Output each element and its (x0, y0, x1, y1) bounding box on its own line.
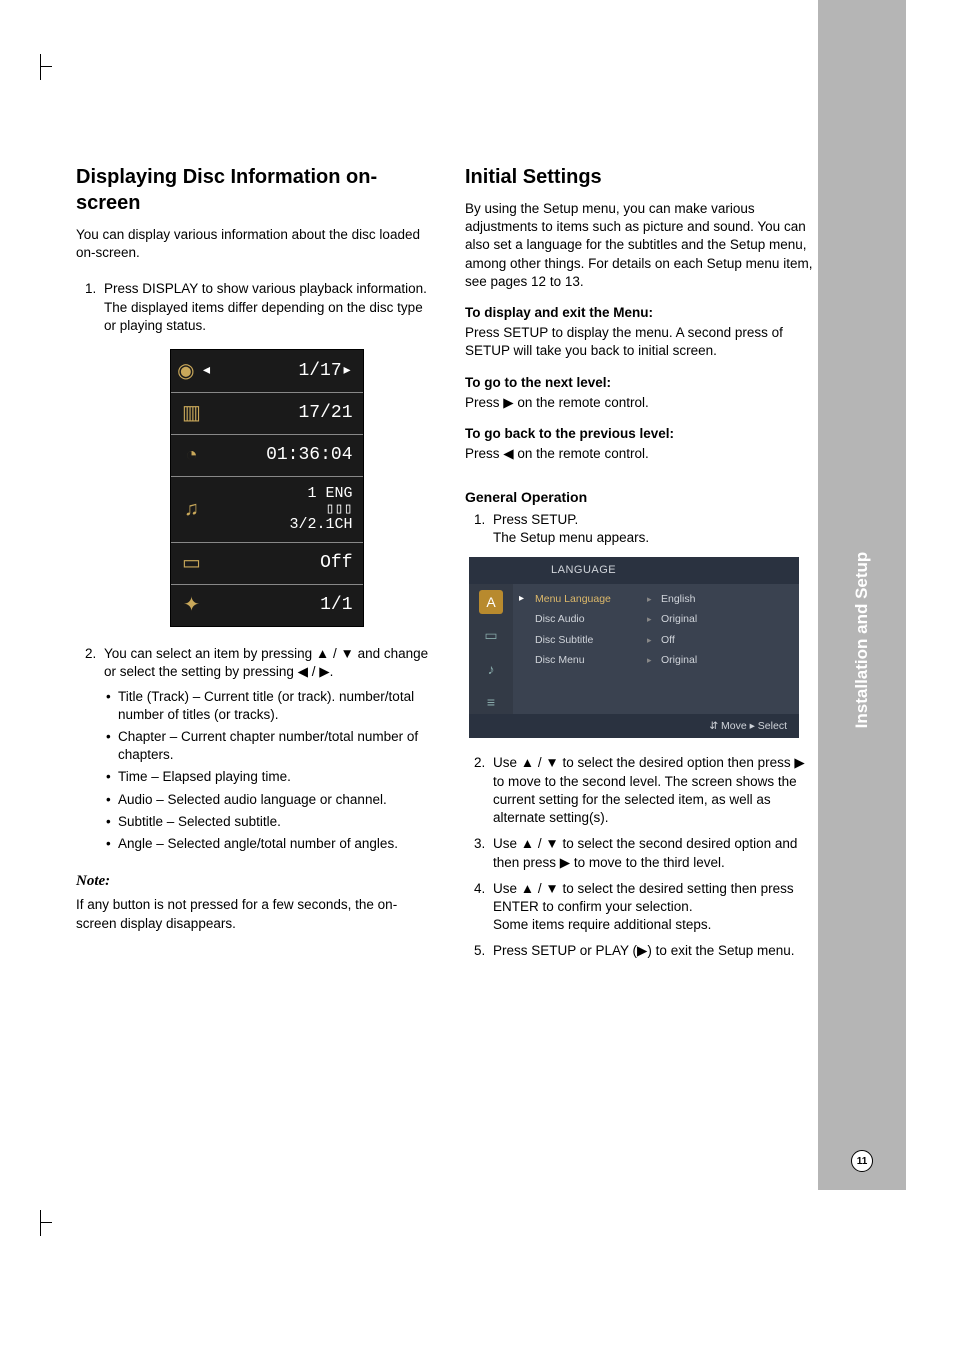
note-body: If any button is not pressed for a few s… (76, 896, 429, 932)
step-text: Some items require additional steps. (493, 917, 711, 932)
setup-body: A ▭ ♪ ≡ Menu Language Disc Audio Disc Su… (469, 584, 799, 714)
menu-value: Off (661, 633, 799, 647)
gen-step-1: Press SETUP. The Setup menu appears. LAN… (489, 511, 818, 738)
clock-icon: ◔ (171, 435, 213, 477)
intro-text: By using the Setup menu, you can make va… (465, 200, 818, 291)
menu-value: Original (661, 612, 799, 626)
heading-initial-settings: Initial Settings (465, 164, 818, 190)
osd-row-time: ◔ 01:36:04 (171, 434, 363, 476)
menu-item: Menu Language (535, 592, 637, 606)
sidebar-label: Installation and Setup (852, 552, 872, 729)
step-text: The Setup menu appears. (493, 530, 649, 545)
bullet-list: Title (Track) – Current title (or track)… (104, 688, 429, 854)
gen-step-2: Use ▲ / ▼ to select the desired option t… (489, 754, 818, 827)
audio-icon: ♪ (479, 657, 503, 681)
osd-row-subtitle: ▭ Off (171, 542, 363, 584)
crop-mark (40, 54, 54, 80)
bullet: Title (Track) – Current title (or track)… (118, 688, 429, 724)
audio-icon: ♫ (171, 489, 213, 531)
sub-heading: To go to the next level: (465, 375, 818, 390)
language-icon: A (479, 590, 503, 614)
bullet: Time – Elapsed playing time. (118, 768, 429, 786)
step-1: Press DISPLAY to show various playback i… (100, 280, 429, 627)
lock-icon: ≡ (479, 691, 503, 715)
body-text: Press ◀ on the remote control. (465, 445, 818, 463)
menu-value: English (661, 592, 799, 606)
display-icon: ▭ (479, 624, 503, 648)
osd-row-angle: ✦ 1/1 (171, 584, 363, 626)
osd-value: 1 ENG ▯▯▯ 3/2.1CH (213, 486, 363, 533)
bullet: Chapter – Current chapter number/total n… (118, 728, 429, 764)
page: Installation and Setup 11 Displaying Dis… (0, 0, 954, 1351)
gen-step-5: Press SETUP or PLAY (▶) to exit the Setu… (489, 942, 818, 960)
step-2: You can select an item by pressing ▲ / ▼… (100, 645, 429, 853)
body-text: Press SETUP to display the menu. A secon… (465, 324, 818, 360)
crop-mark (40, 1210, 54, 1236)
bullet: Subtitle – Selected subtitle. (118, 813, 429, 831)
step-text: Press SETUP. (493, 512, 578, 527)
subtitle-icon: ▭ (171, 543, 213, 585)
setup-icon-column: A ▭ ♪ ≡ (469, 584, 513, 714)
right-column: Initial Settings By using the Setup menu… (465, 164, 818, 971)
osd-value: 17/21 (213, 404, 363, 423)
osd-value: 1/1 (213, 596, 363, 615)
osd-row-audio: ♫ 1 ENG ▯▯▯ 3/2.1CH (171, 476, 363, 542)
bullet: Audio – Selected audio language or chann… (118, 791, 429, 809)
heading-disc-info: Displaying Disc Information on-screen (76, 164, 429, 216)
menu-value: Original (661, 653, 799, 667)
disc-icon: ◉ (171, 350, 202, 392)
osd-value: ◂ 1/17▸ (201, 362, 362, 381)
heading-general-operation: General Operation (465, 489, 818, 505)
setup-menu-items: Menu Language Disc Audio Disc Subtitle D… (513, 584, 643, 714)
bullet: Angle – Selected angle/total number of a… (118, 835, 429, 853)
left-column: Displaying Disc Information on-screen Yo… (76, 164, 429, 971)
body-text: Press ▶ on the remote control. (465, 394, 818, 412)
menu-item: Disc Subtitle (535, 633, 637, 647)
gen-step-3: Use ▲ / ▼ to select the second desired o… (489, 835, 818, 871)
chapter-icon: ▥ (171, 393, 213, 435)
sub-heading: To display and exit the Menu: (465, 305, 818, 320)
step-text: The displayed items differ depending on … (104, 300, 423, 333)
setup-menu-screenshot: LANGUAGE A ▭ ♪ ≡ Menu Language Disc Audi… (469, 557, 799, 738)
angle-icon: ✦ (171, 585, 213, 627)
osd-value: 01:36:04 (213, 446, 363, 465)
osd-value: Off (213, 554, 363, 573)
menu-item: Disc Audio (535, 612, 637, 626)
general-steps: Press SETUP. The Setup menu appears. LAN… (465, 511, 818, 961)
step-text: You can select an item by pressing ▲ / ▼… (104, 646, 428, 679)
content-area: Displaying Disc Information on-screen Yo… (76, 164, 818, 971)
page-number: 11 (851, 1150, 873, 1172)
note-heading: Note: (76, 873, 429, 890)
step-text: Press DISPLAY to show various playback i… (104, 281, 427, 296)
menu-item: Disc Menu (535, 653, 637, 667)
setup-footer: ⇵ Move ▸ Select (469, 714, 799, 738)
sidebar: Installation and Setup 11 (818, 0, 906, 1190)
step-text: Use ▲ / ▼ to select the desired setting … (493, 881, 794, 914)
osd-row-title: ◉ ◂ 1/17▸ (171, 350, 363, 392)
sub-heading: To go back to the previous level: (465, 426, 818, 441)
intro-text: You can display various information abou… (76, 226, 429, 262)
setup-menu-values: English Original Off Original (643, 584, 799, 714)
gen-step-4: Use ▲ / ▼ to select the desired setting … (489, 880, 818, 935)
setup-header: LANGUAGE (469, 557, 799, 584)
left-steps: Press DISPLAY to show various playback i… (76, 280, 429, 853)
osd-row-chapter: ▥ 17/21 (171, 392, 363, 434)
osd-screenshot: ◉ ◂ 1/17▸ ▥ 17/21 ◔ 01:36:04 ♫ (170, 349, 364, 627)
